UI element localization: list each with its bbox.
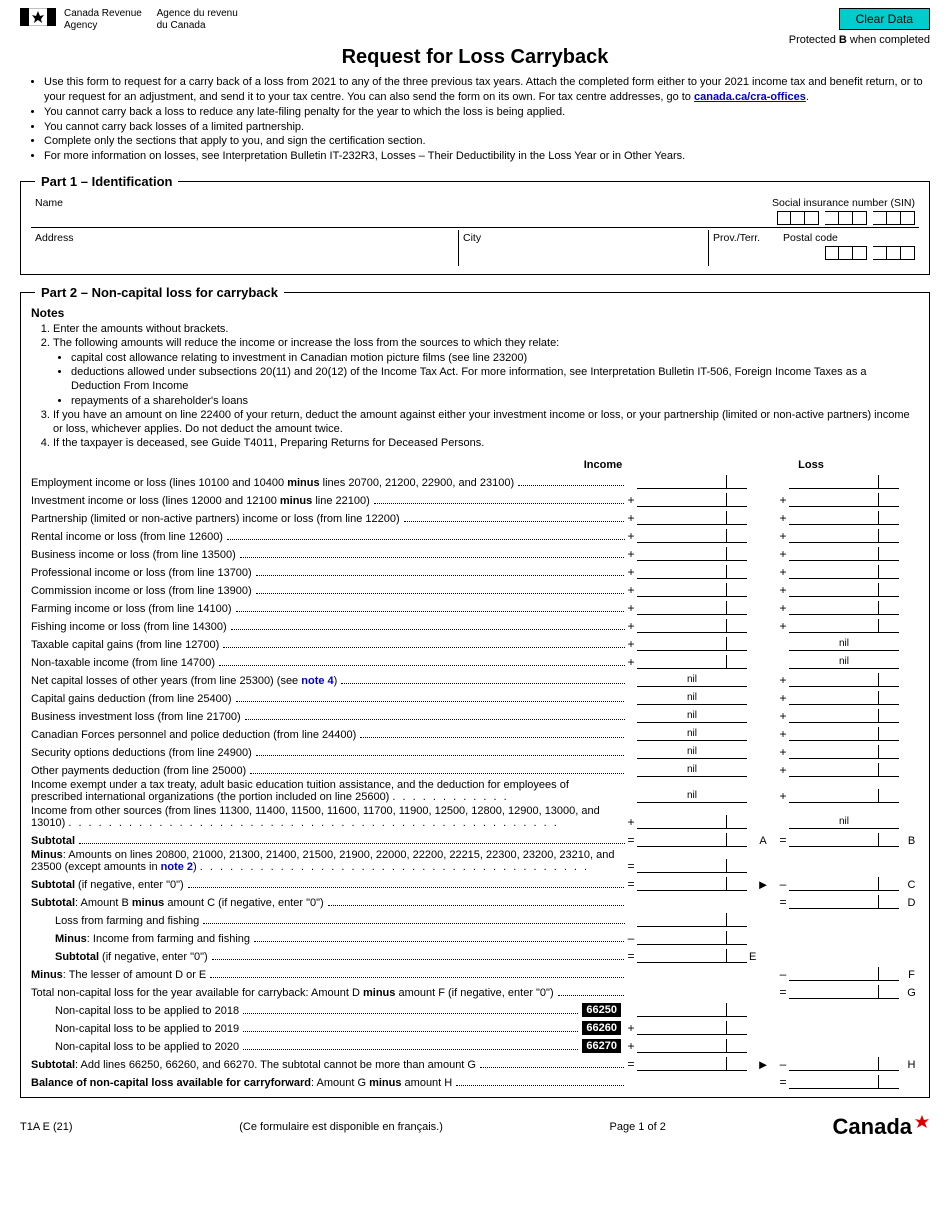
column-headers: Income Loss [31, 459, 919, 471]
city-label: City [463, 232, 481, 244]
form-id: T1A E (21) [20, 1121, 73, 1133]
footer: T1A E (21) (Ce formulaire est disponible… [20, 1114, 930, 1140]
line-nil-5: Other payments deduction (from line 2500… [31, 761, 919, 777]
postal-input[interactable] [783, 246, 915, 260]
part1-legend: Part 1 – Identification [35, 174, 178, 189]
line-nc-2018: Non-capital loss to be applied to 2018 6… [31, 1001, 919, 1017]
line-std-6: Commission income or loss (from line 139… [31, 581, 919, 597]
line-nc-2020: Non-capital loss to be applied to 2020 6… [31, 1037, 919, 1053]
line-nil-4: Security options deductions (from line 2… [31, 743, 919, 759]
line-nil-1: Capital gains deduction (from line 25400… [31, 689, 919, 705]
prov-label: Prov./Terr. [713, 232, 760, 244]
line-std-5: Professional income or loss (from line 1… [31, 563, 919, 579]
line-std-3: Rental income or loss (from line 12600) … [31, 527, 919, 543]
intro-list: Use this form to request for a carry bac… [44, 75, 930, 164]
line-other-sources: Income from other sources (from lines 11… [31, 805, 919, 829]
line-std-7: Farming income or loss (from line 14100)… [31, 599, 919, 615]
part2-noncapital-loss: Part 2 – Non-capital loss for carryback … [20, 285, 930, 1098]
line-farm-income: Minus: Income from farming and fishing – [31, 929, 919, 945]
line-minus-de: Minus: The lesser of amount D or E –F [31, 965, 919, 981]
canada-wordmark: Canada [833, 1114, 930, 1140]
line-nc-2019: Non-capital loss to be applied to 2019 6… [31, 1019, 919, 1035]
code-66260: 66260 [582, 1021, 621, 1035]
line-subtotal-ab: Subtotal = A=B [31, 831, 919, 847]
french-note: (Ce formulaire est disponible en françai… [239, 1121, 443, 1133]
line-balance: Balance of non-capital loss available fo… [31, 1073, 919, 1089]
postal-label: Postal code [783, 232, 838, 244]
address-label: Address [35, 232, 74, 244]
line-std-0: Employment income or loss (lines 10100 a… [31, 473, 919, 489]
line-subtotal-d: Subtotal: Amount B minus amount C (if ne… [31, 893, 919, 909]
line-minus-amounts: Minus: Amounts on lines 20800, 21000, 21… [31, 849, 919, 873]
part1-identification: Part 1 – Identification Name Social insu… [20, 174, 930, 275]
part2-legend: Part 2 – Non-capital loss for carryback [35, 285, 284, 300]
line-subtotal-e: Subtotal (if negative, enter "0") = E [31, 947, 919, 963]
line-std-2: Partnership (limited or non-active partn… [31, 509, 919, 525]
line-subtotal-h: Subtotal: Add lines 66250, 66260, and 66… [31, 1055, 919, 1071]
line-nil-0: Net capital losses of other years (from … [31, 671, 919, 687]
line-total-g: Total non-capital loss for the year avai… [31, 983, 919, 999]
line-std-4: Business income or loss (from line 13500… [31, 545, 919, 561]
code-66270: 66270 [582, 1039, 621, 1053]
line-std-1: Investment income or loss (lines 12000 a… [31, 491, 919, 507]
line-std-8: Fishing income or loss (from line 14300)… [31, 617, 919, 633]
line-non-taxable: Non-taxable income (from line 14700) + n… [31, 653, 919, 669]
clear-data-button[interactable]: Clear Data [839, 8, 930, 30]
line-farm-loss: Loss from farming and fishing [31, 911, 919, 927]
canada-flag-icon [20, 8, 56, 26]
address-input[interactable] [35, 244, 454, 266]
line-nil-3: Canadian Forces personnel and police ded… [31, 725, 919, 741]
notes-list: Enter the amounts without brackets. The … [53, 322, 919, 451]
line-subtotal-c: Subtotal (if negative, enter "0") = ►–C [31, 875, 919, 891]
cra-offices-link[interactable]: canada.ca/cra-offices [694, 91, 806, 103]
header-logo: Canada RevenueAgency Agence du revenudu … [20, 8, 789, 32]
page-title: Request for Loss Carryback [20, 46, 930, 69]
notes-heading: Notes [31, 306, 919, 320]
protected-label: Protected B when completed [789, 34, 930, 46]
page-number: Page 1 of 2 [610, 1121, 666, 1133]
sin-label: Social insurance number (SIN) [772, 197, 915, 209]
line-taxable-gains: Taxable capital gains (from line 12700) … [31, 635, 919, 651]
line-exempt: Income exempt under a tax treaty, adult … [31, 779, 919, 803]
line-nil-2: Business investment loss (from line 2170… [31, 707, 919, 723]
sin-input[interactable] [693, 211, 915, 225]
code-66250: 66250 [582, 1003, 621, 1017]
name-label: Name [35, 197, 63, 209]
